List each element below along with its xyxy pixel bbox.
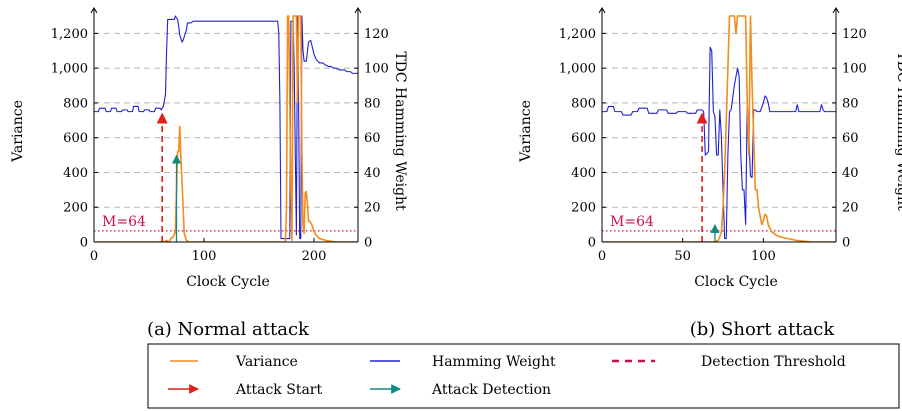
y-tick-label: 200 (571, 201, 596, 216)
y2-tick-label: 120 (842, 27, 867, 42)
chart-panel-a: M=64 0 200 400 600 800 1,000 1,200 0 20 40 60 80 100 1… (10, 7, 408, 340)
legend-attack-detection-label: Attack Detection (431, 382, 551, 398)
caption-a: (a) Normal attack (147, 319, 310, 340)
y2-tick-label: 100 (842, 62, 867, 77)
y-tick-label: 600 (63, 131, 88, 146)
x-axis-label: Clock Cycle (186, 274, 270, 290)
threshold-label: M=64 (610, 214, 654, 230)
y2-tick-label: 40 (842, 166, 859, 181)
y-tick-label: 0 (80, 236, 88, 251)
series-hamming-weight-line (94, 15, 358, 240)
y-tick-label: 1,000 (51, 62, 88, 77)
y-tick-label: 200 (63, 201, 88, 216)
y-tick-label: 1,200 (559, 27, 596, 42)
y-tick-label: 1,200 (51, 27, 88, 42)
y2-tick-label: 0 (364, 236, 372, 251)
y2-tick-label: 40 (364, 166, 381, 181)
y-tick-label: 400 (571, 166, 596, 181)
y2-tick-label: 120 (364, 27, 389, 42)
y2-axis-label: TDC Hamming Weight (894, 51, 902, 211)
y-tick-label: 400 (63, 166, 88, 181)
y-axis-label: Variance (518, 100, 534, 163)
x-tick-label: 0 (598, 249, 606, 264)
series-group (602, 15, 836, 242)
caption-b: (b) Short attack (690, 319, 836, 340)
series-variance-line (602, 15, 836, 242)
legend: Variance Hamming Weight Detection Thresh… (147, 343, 900, 409)
y-tick-label: 800 (63, 96, 88, 111)
y-axis-arrowhead (90, 7, 98, 14)
legend-variance-label: Variance (235, 354, 298, 370)
legend-hamming-label: Hamming Weight (432, 354, 556, 370)
series-hamming-weight-line (602, 46, 836, 240)
y-tick-label: 800 (571, 96, 596, 111)
x-axis-label: Clock Cycle (694, 274, 778, 290)
y2-axis-arrowhead (832, 7, 840, 14)
series-variance-line (94, 15, 358, 242)
threshold-label: M=64 (102, 214, 146, 230)
x-tick-label: 200 (302, 249, 327, 264)
y2-tick-label: 100 (364, 62, 389, 77)
legend-threshold-label: Detection Threshold (701, 354, 846, 370)
y2-tick-label: 20 (364, 201, 381, 216)
y-axis-label: Variance (10, 100, 26, 163)
y-axis-arrowhead (598, 7, 606, 14)
y2-tick-label: 20 (842, 201, 859, 216)
y2-axis-arrowhead (354, 7, 362, 14)
y2-tick-label: 0 (842, 236, 850, 251)
legend-attack-start-label: Attack Start (235, 382, 322, 398)
series-group (94, 15, 358, 242)
x-tick-label: 100 (751, 249, 776, 264)
y-tick-label: 1,000 (559, 62, 596, 77)
y2-tick-label: 80 (842, 96, 859, 111)
y-tick-label: 0 (588, 236, 596, 251)
y2-tick-label: 60 (364, 131, 381, 146)
x-tick-label: 100 (192, 249, 217, 264)
legend-frame (147, 343, 900, 409)
x-tick-label: 0 (90, 249, 98, 264)
x-tick-label: 50 (674, 249, 691, 264)
y2-tick-label: 60 (842, 131, 859, 146)
y-tick-label: 600 (571, 131, 596, 146)
y2-tick-label: 80 (364, 96, 381, 111)
chart-panel-b: M=64 0 200 400 600 800 1,000 1,200 0 20 40 60 80 100 1… (518, 7, 902, 340)
y2-axis-label: TDC Hamming Weight (392, 51, 408, 211)
